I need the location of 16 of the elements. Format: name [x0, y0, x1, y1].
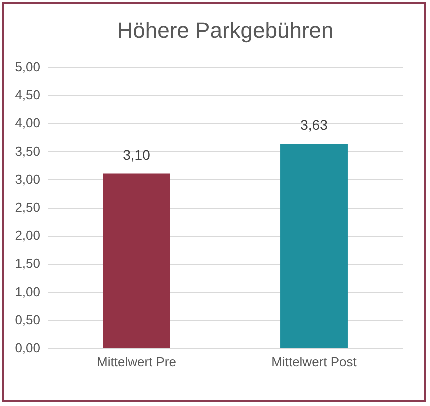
y-tick-label: 5,00 [15, 60, 40, 74]
data-label: 3,10 [123, 146, 151, 163]
y-tick-label: 4,50 [15, 88, 40, 103]
y-tick-label: 0,00 [15, 340, 40, 356]
data-label: 3,63 [300, 116, 328, 133]
y-tick-label: 2,50 [15, 200, 40, 215]
y-tick-label: 3,00 [15, 172, 40, 187]
y-tick-label: 4,00 [15, 116, 40, 131]
y-tick-label: 1,00 [15, 284, 40, 300]
y-tick-label: 3,50 [15, 144, 40, 159]
chart-title: Höhere Parkgebühren [117, 18, 334, 43]
y-tick-label: 2,00 [15, 228, 40, 244]
y-tick-label: 0,50 [15, 312, 40, 328]
x-tick-label: Mittelwert Post [272, 354, 358, 370]
y-tick-label: 1,50 [15, 256, 40, 272]
x-tick-label: Mittelwert Pre [97, 354, 176, 370]
